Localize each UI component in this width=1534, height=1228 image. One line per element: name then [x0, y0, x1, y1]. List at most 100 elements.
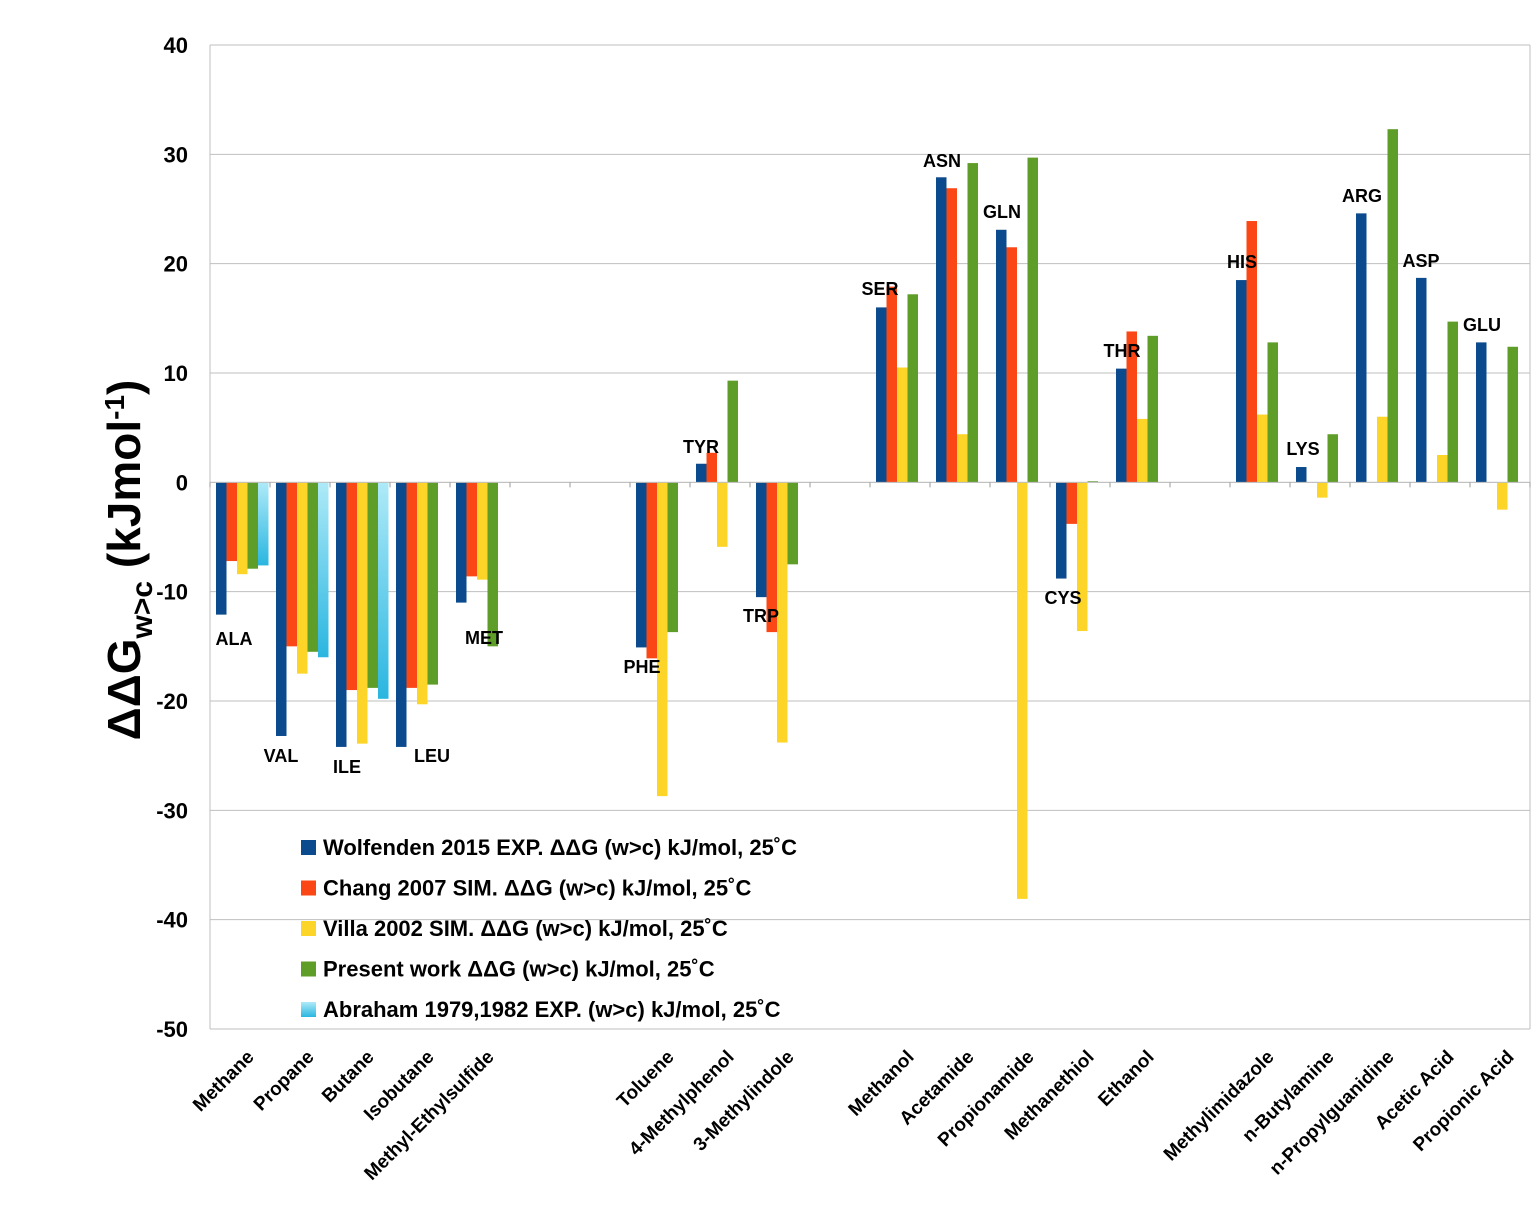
category-label: Butane [318, 1047, 378, 1107]
bar-s3-Toluene [667, 482, 678, 633]
category-label: Ethanol [1094, 1047, 1158, 1111]
y-tick-label: -50 [156, 1017, 188, 1042]
bar-s3-4-Methylphenol [727, 380, 738, 483]
y-axis-label-sup: -1 [99, 395, 130, 420]
bar-s2-Methanethiol [1077, 482, 1088, 632]
annotation-label: ARG [1342, 186, 1382, 206]
y-tick-label: -30 [156, 798, 188, 823]
y-axis-label-unit: (kJmol [98, 420, 150, 581]
bar-s1-Methylimidazole [1246, 221, 1257, 483]
zero-axis [209, 481, 1531, 488]
y-tick-label: -10 [156, 580, 188, 605]
bar-s2-Butane [357, 482, 368, 744]
legend-swatch [301, 921, 316, 936]
bar-s1-Toluene [646, 482, 657, 659]
bar-s0-Propane [276, 482, 287, 736]
legend-label: Wolfenden 2015 EXP. ΔΔG (w>c) kJ/mol, 25… [323, 835, 797, 860]
bar-s2-Ethanol [1137, 418, 1148, 483]
bar-s0-Acetic Acid [1416, 277, 1427, 483]
y-tick-label: 30 [164, 142, 188, 167]
bar-s2-Acetamide [957, 434, 968, 483]
bar-s4-Propane [318, 482, 329, 658]
bar-s0-Ethanol [1116, 368, 1127, 483]
bar-s2-4-Methylphenol [717, 482, 728, 547]
bar-s0-Methanol [876, 307, 887, 483]
bar-s2-Methanol [897, 367, 908, 483]
annotation-label: GLN [983, 202, 1021, 222]
y-tick-label: 40 [164, 33, 188, 58]
annotation-label: MET [465, 628, 503, 648]
legend-label: Chang 2007 SIM. ΔΔG (w>c) kJ/mol, 25˚C [323, 876, 751, 901]
residue-annotations: ALA VAL ILE LEU MET PHE TYR TRP SER ASN GLN CYS THR H… [216, 151, 1502, 777]
y-tick-label: 20 [164, 252, 188, 277]
bar-s2-Methyl-Ethylsulfide [477, 482, 488, 580]
bar-s1-Methanol [886, 286, 897, 483]
bar-s1-Acetamide [946, 188, 957, 483]
bar-s0-Propionic Acid [1476, 342, 1487, 483]
bar-s0-Methanethiol [1056, 482, 1067, 579]
bar-s0-Methylimidazole [1236, 280, 1247, 483]
y-axis-label-main: ΔΔG [98, 638, 150, 740]
category-label: Propane [250, 1047, 319, 1116]
legend-swatch [301, 1002, 316, 1017]
annotation-label: ALA [216, 629, 253, 649]
bar-s0-Methyl-Ethylsulfide [456, 482, 467, 603]
bar-s3-Methane [247, 482, 258, 569]
annotation-label: VAL [264, 746, 299, 766]
bar-s1-Ethanol [1126, 331, 1137, 483]
bar-s3-Butane [367, 482, 378, 688]
bar-s0-n-Propylguanidine [1356, 213, 1367, 483]
bar-s1-Propionamide [1006, 247, 1017, 483]
bar-s3-n-Butylamine [1327, 434, 1338, 483]
bar-s3-Propionamide [1027, 157, 1038, 483]
bar-s0-3-Methylindole [756, 482, 767, 598]
y-axis-label-close: ) [98, 380, 150, 395]
annotation-label: LYS [1286, 439, 1319, 459]
bar-s0-n-Butylamine [1296, 467, 1307, 483]
bar-s3-Methylimidazole [1267, 342, 1278, 483]
bar-s1-Isobutane [406, 482, 417, 688]
bar-marks [216, 129, 1518, 899]
bar-s4-Methane [258, 482, 269, 566]
legend-label: Present work ΔΔG (w>c) kJ/mol, 25˚C [323, 957, 715, 982]
bar-s1-Methane [226, 482, 237, 562]
bar-s2-n-Propylguanidine [1377, 416, 1388, 483]
bar-s2-Methane [237, 482, 248, 575]
y-axis-ticks: 40 30 20 10 0 -10 -20 -30 -40 -50 [156, 33, 188, 1042]
bar-s1-Butane [346, 482, 357, 691]
bar-s2-Acetic Acid [1437, 455, 1448, 483]
bar-s3-Acetamide [967, 163, 978, 483]
legend-swatch [301, 961, 316, 977]
bar-s2-n-Butylamine [1317, 482, 1328, 498]
category-label: Propionic Acid [1409, 1047, 1518, 1156]
bar-s1-3-Methylindole [766, 482, 777, 633]
category-label: 4-Methylphenol [625, 1047, 738, 1160]
annotation-label: LEU [414, 746, 450, 766]
bar-s0-Methane [216, 482, 227, 615]
bar-s3-Methyl-Ethylsulfide [487, 482, 498, 647]
bar-s4-Butane [378, 482, 389, 699]
bar-s0-Acetamide [936, 177, 947, 483]
legend-label: Abraham 1979,1982 EXP. (w>c) kJ/mol, 25˚… [323, 997, 781, 1022]
bar-s3-Propane [307, 482, 318, 652]
y-tick-label: -20 [156, 689, 188, 714]
bar-s3-Methanol [907, 294, 918, 483]
annotation-label: HIS [1227, 252, 1257, 272]
annotation-label: CYS [1044, 588, 1081, 608]
bar-s3-n-Propylguanidine [1387, 129, 1398, 483]
y-tick-label: -40 [156, 908, 188, 933]
bar-s1-Methyl-Ethylsulfide [466, 482, 477, 577]
category-label: Methane [189, 1047, 258, 1116]
bar-s3-Propionic Acid [1507, 346, 1518, 483]
annotation-label: ASN [923, 151, 961, 171]
bar-s3-Ethanol [1147, 335, 1158, 483]
category-label: Methylimidazole [1160, 1047, 1279, 1166]
bar-s0-Isobutane [396, 482, 407, 747]
bar-s0-Propionamide [996, 229, 1007, 483]
bar-s1-Methanethiol [1066, 482, 1077, 524]
annotation-label: ASP [1402, 251, 1439, 271]
annotation-label: SER [861, 279, 898, 299]
bar-s0-4-Methylphenol [696, 463, 707, 483]
